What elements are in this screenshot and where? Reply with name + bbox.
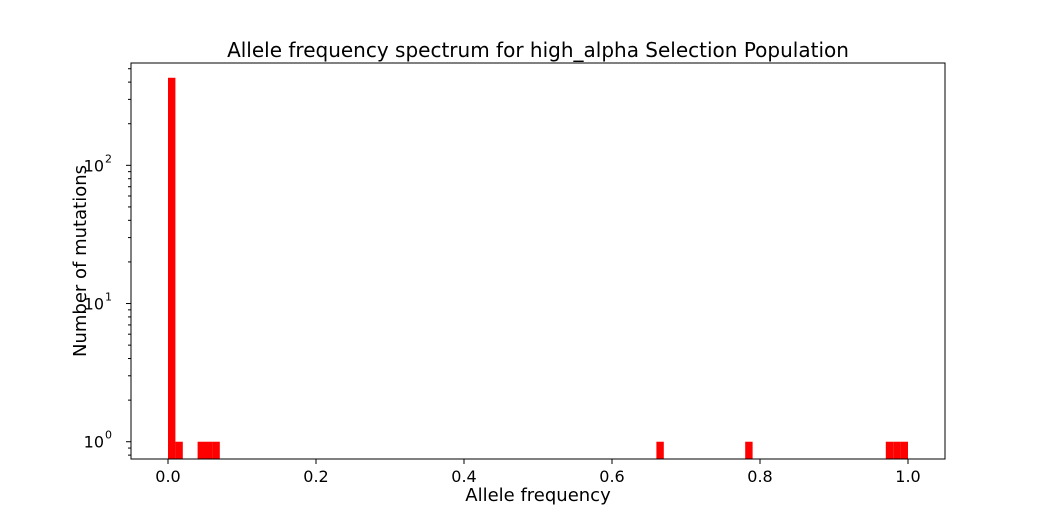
y-tick-label: 10: [84, 433, 104, 452]
y-tick-label: 10: [84, 295, 104, 314]
histogram-bar: [893, 441, 901, 459]
x-tick-label: 0.0: [155, 467, 180, 486]
y-tick-exponent: 2: [105, 152, 112, 165]
x-tick-label: 0.8: [747, 467, 772, 486]
histogram-bars: [168, 77, 908, 460]
x-axis-ticks: 0.0 0.2 0.4 0.6 0.8 1.0: [155, 459, 921, 486]
x-tick-label: 1.0: [895, 467, 920, 486]
x-axis-label: Allele frequency: [465, 485, 611, 506]
histogram-bar: [175, 441, 183, 459]
histogram-bar: [197, 441, 205, 459]
histogram-bar: [900, 441, 908, 459]
histogram-bar: [212, 441, 220, 459]
y-tick-label: 10: [84, 156, 104, 175]
x-tick-label: 0.4: [451, 467, 476, 486]
histogram-bar: [168, 77, 176, 460]
y-tick-base: 10: [84, 433, 104, 452]
x-tick-label: 0.6: [599, 467, 624, 486]
chart-title: Allele frequency spectrum for high_alpha…: [227, 38, 849, 62]
histogram-bar: [745, 441, 753, 459]
x-tick-label: 0.2: [303, 467, 328, 486]
y-tick-base: 10: [84, 156, 104, 175]
y-axis-label: Number of mutations: [70, 165, 91, 357]
plot-area: [130, 62, 946, 460]
y-tick-exponent: 1: [105, 291, 112, 304]
y-tick-exponent: 0: [105, 429, 112, 442]
y-tick-base: 10: [84, 295, 104, 314]
histogram-bar: [885, 441, 894, 459]
histogram-bar: [205, 441, 213, 459]
axes-frame: [130, 62, 946, 460]
histogram-bar: [656, 441, 664, 459]
